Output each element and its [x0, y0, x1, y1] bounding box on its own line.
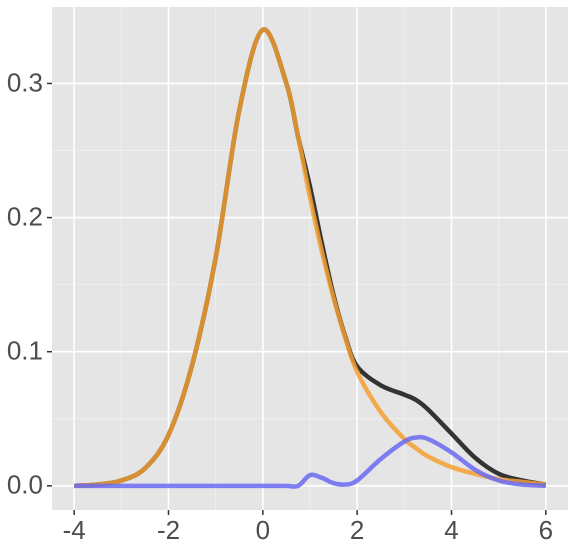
- line: [74, 27, 547, 489]
- x-tick-label: -2: [157, 515, 180, 545]
- y-tick-label: 0.2: [7, 201, 43, 231]
- x-tick-label: 0: [256, 515, 270, 545]
- x-tick-label: 6: [539, 515, 553, 545]
- x-tick-label: 4: [444, 515, 458, 545]
- x-tick-label: -4: [63, 515, 86, 545]
- line: [74, 434, 546, 489]
- x-tick-label: 2: [350, 515, 364, 545]
- y-tick-label: 0.0: [7, 470, 43, 500]
- y-tick-label: 0.3: [7, 67, 43, 97]
- y-tick-label: 0.1: [7, 336, 43, 366]
